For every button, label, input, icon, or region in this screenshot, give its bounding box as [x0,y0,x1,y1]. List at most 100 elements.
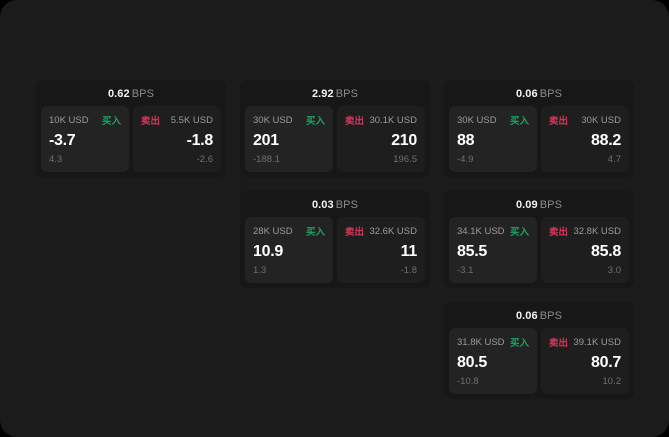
panel-header: 卖出 32.6K USD [345,225,417,239]
bps-value: 2.92 [311,88,334,100]
sell-size-label: 32.6K USD [369,225,417,237]
buy-price: -3.7 [49,132,76,149]
sell-size-label: 30K USD [581,114,621,126]
sell-size-label: 5.5K USD [170,114,213,126]
panel-row: 34.1K USD 买入 85.5 -3.1 卖出 32.8K USD 85.8 3.0 [449,217,629,283]
quote-card[interactable]: 2.92 BPS 30K USD 买入 201 -188.1 卖出 30.1K USD 210 1… [240,80,430,177]
buy-price: 201 [253,132,279,149]
bps-header: 0.03 BPS [245,196,425,214]
buy-price: 10.9 [253,243,283,260]
sell-price: -1.8 [186,132,214,149]
panel-row: 10K USD 买入 -3.7 4.3 卖出 5.5K USD -1.8 -2.6 [41,106,221,172]
sell-price: 85.8 [591,243,621,260]
sell-panel[interactable]: 卖出 32.6K USD 11 -1.8 [337,217,425,283]
quote-column-2: 2.92 BPS 30K USD 买入 201 -188.1 卖出 30.1K USD 210 1… [240,80,430,302]
buy-price: 85.5 [457,243,487,260]
bps-header: 0.06 BPS [449,307,629,325]
sell-side-label: 卖出 [345,116,365,127]
buy-panel[interactable]: 30K USD 买入 201 -188.1 [245,106,333,172]
buy-size-label: 31.8K USD [457,336,505,348]
buy-delta: -188.1 [253,154,280,165]
buy-panel[interactable]: 30K USD 买入 88 -4.9 [449,106,537,172]
bps-unit-label: BPS [539,88,563,100]
sell-delta: 4.7 [607,154,621,165]
quote-column-1: 0.62 BPS 10K USD 买入 -3.7 4.3 卖出 5.5K USD -1.8 -2.… [36,80,226,191]
sell-delta: 3.0 [607,265,621,276]
sell-size-label: 30.1K USD [369,114,417,126]
quote-column-3: 0.06 BPS 30K USD 买入 88 -4.9 卖出 30K USD 88.2 4.7 0.… [444,80,634,413]
buy-delta: 1.3 [253,265,267,276]
quote-card[interactable]: 0.09 BPS 34.1K USD 买入 85.5 -3.1 卖出 32.8K USD 85.… [444,191,634,288]
quote-card[interactable]: 0.06 BPS 30K USD 买入 88 -4.9 卖出 30K USD 88.2 4.7 [444,80,634,177]
buy-size-label: 10K USD [49,114,89,126]
panel-header: 卖出 30.1K USD [345,114,417,128]
bps-header: 0.09 BPS [449,196,629,214]
bps-value: 0.62 [107,88,130,100]
sell-size-label: 32.8K USD [573,225,621,237]
buy-panel[interactable]: 10K USD 买入 -3.7 4.3 [41,106,129,172]
quote-card[interactable]: 0.62 BPS 10K USD 买入 -3.7 4.3 卖出 5.5K USD -1.8 -2.… [36,80,226,177]
bps-value: 0.03 [311,199,334,211]
bps-value: 0.09 [515,199,538,211]
buy-size-label: 30K USD [457,114,497,126]
panel-header: 28K USD 买入 [253,225,325,239]
buy-side-label: 买入 [305,227,325,238]
buy-side-label: 买入 [509,116,529,127]
sell-price: 88.2 [591,132,621,149]
sell-delta: -2.6 [196,154,213,165]
bps-unit-label: BPS [131,88,155,100]
buy-side-label: 买入 [101,116,121,127]
bps-header: 0.06 BPS [449,85,629,103]
buy-size-label: 34.1K USD [457,225,505,237]
sell-panel[interactable]: 卖出 5.5K USD -1.8 -2.6 [133,106,221,172]
bps-header: 0.62 BPS [41,85,221,103]
panel-header: 卖出 32.8K USD [549,225,621,239]
bps-unit-label: BPS [335,199,359,211]
buy-side-label: 买入 [509,338,529,349]
sell-panel[interactable]: 卖出 32.8K USD 85.8 3.0 [541,217,629,283]
sell-delta: 10.2 [602,376,622,387]
quote-card-grid: 0.62 BPS 10K USD 买入 -3.7 4.3 卖出 5.5K USD -1.8 -2.… [36,80,636,399]
sell-price: 80.7 [591,354,621,371]
buy-panel[interactable]: 28K USD 买入 10.9 1.3 [245,217,333,283]
buy-side-label: 买入 [509,227,529,238]
sell-side-label: 卖出 [549,116,569,127]
bps-header: 2.92 BPS [245,85,425,103]
sell-panel[interactable]: 卖出 30K USD 88.2 4.7 [541,106,629,172]
panel-header: 30K USD 买入 [457,114,529,128]
panel-header: 34.1K USD 买入 [457,225,529,239]
bps-value: 0.06 [515,88,538,100]
panel-row: 30K USD 买入 88 -4.9 卖出 30K USD 88.2 4.7 [449,106,629,172]
buy-price: 80.5 [457,354,487,371]
sell-side-label: 卖出 [549,227,569,238]
bps-unit-label: BPS [539,199,563,211]
quote-card[interactable]: 0.06 BPS 31.8K USD 买入 80.5 -10.8 卖出 39.1K USD 80… [444,302,634,399]
buy-delta: -4.9 [457,154,474,165]
sell-side-label: 卖出 [141,116,161,127]
panel-header: 30K USD 买入 [253,114,325,128]
sell-delta: 196.5 [393,154,417,165]
buy-delta: 4.3 [49,154,63,165]
buy-size-label: 28K USD [253,225,293,237]
panel-header: 10K USD 买入 [49,114,121,128]
buy-delta: -3.1 [457,265,474,276]
sell-side-label: 卖出 [549,338,569,349]
buy-price: 88 [457,132,475,149]
buy-panel[interactable]: 31.8K USD 买入 80.5 -10.8 [449,328,537,394]
buy-size-label: 30K USD [253,114,293,126]
panel-header: 卖出 30K USD [549,114,621,128]
panel-row: 28K USD 买入 10.9 1.3 卖出 32.6K USD 11 -1.8 [245,217,425,283]
panel-header: 卖出 5.5K USD [141,114,213,128]
sell-panel[interactable]: 卖出 39.1K USD 80.7 10.2 [541,328,629,394]
bps-value: 0.06 [515,310,538,322]
sell-price: 11 [400,243,418,260]
sell-size-label: 39.1K USD [573,336,621,348]
buy-delta: -10.8 [457,376,479,387]
buy-panel[interactable]: 34.1K USD 买入 85.5 -3.1 [449,217,537,283]
panel-header: 卖出 39.1K USD [549,336,621,350]
sell-panel[interactable]: 卖出 30.1K USD 210 196.5 [337,106,425,172]
bps-unit-label: BPS [335,88,359,100]
quote-card[interactable]: 0.03 BPS 28K USD 买入 10.9 1.3 卖出 32.6K USD 11 -1.8 [240,191,430,288]
panel-header: 31.8K USD 买入 [457,336,529,350]
